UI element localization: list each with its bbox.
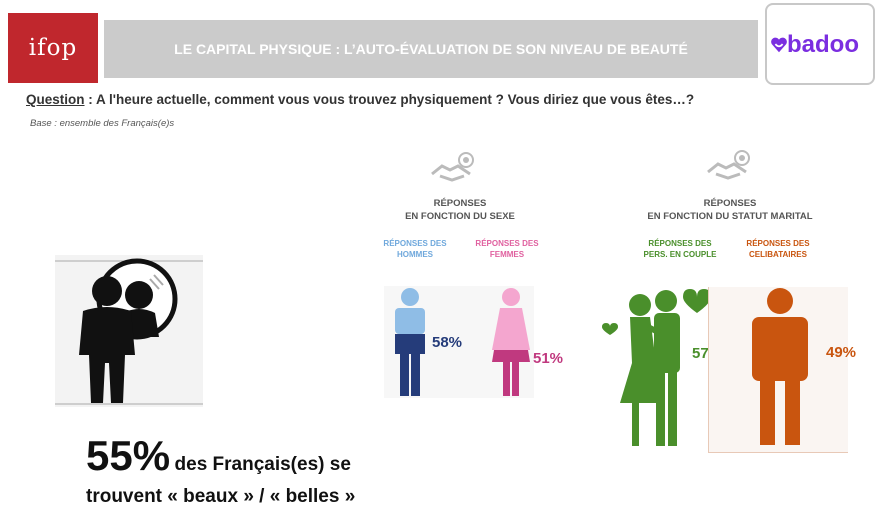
marital-title-line1: RÉPONSES — [703, 198, 757, 209]
single-label-line1: RÉPONSES DES — [746, 239, 810, 248]
couple-label-line1: RÉPONSES DES — [648, 239, 712, 248]
question: Question : A l'heure actuelle, comment v… — [26, 92, 694, 107]
base-note: Base : ensemble des Français(e)s — [30, 118, 175, 129]
sex-section-title: RÉPONSES EN FONCTION DU SEXE — [385, 197, 535, 223]
badoo-heart-icon — [771, 37, 787, 53]
couple-label-line2: PERS. EN COUPLE — [643, 250, 717, 259]
marital-section-title: RÉPONSES EN FONCTION DU STATUT MARITAL — [630, 197, 830, 223]
single-label-line2: CELIBATAIRES — [749, 250, 807, 259]
single-label: RÉPONSES DES CELIBATAIRES — [738, 238, 818, 260]
ifop-logo-text: ifop — [28, 35, 78, 61]
women-pct: 51% — [533, 350, 564, 367]
title-bar: LE CAPITAL PHYSIQUE : L’AUTO-ÉVALUATION … — [104, 20, 758, 78]
summary-text1: des Français(es) se — [174, 454, 351, 475]
woman-icon — [492, 288, 530, 396]
badoo-logo-text: badoo — [787, 31, 859, 58]
marital-title-line2: EN FONCTION DU STATUT MARITAL — [647, 211, 813, 222]
single-pct: 49% — [826, 344, 857, 361]
men-label-line2: HOMMES — [397, 250, 433, 259]
single-person-icon — [752, 288, 808, 445]
couple-icon — [602, 289, 711, 446]
couple-label: RÉPONSES DES PERS. EN COUPLE — [640, 238, 720, 260]
women-label-line2: FEMMES — [489, 250, 525, 259]
handshake-icon-2 — [707, 150, 750, 180]
summary-pct: 55% — [86, 432, 171, 479]
question-text: : A l'heure actuelle, comment vous vous … — [88, 92, 695, 107]
men-label-line1: RÉPONSES DES — [383, 239, 447, 248]
sex-title-line1: RÉPONSES — [433, 198, 487, 209]
badoo-logo: badoo — [765, 3, 875, 85]
summary-line1: 55% des Français(es) se — [86, 432, 351, 480]
handshake-icon — [431, 152, 474, 182]
men-label: RÉPONSES DES HOMMES — [380, 238, 450, 260]
women-label-line1: RÉPONSES DES — [475, 239, 539, 248]
summary-text2: trouvent « beaux » / « belles » — [86, 486, 356, 507]
man-icon — [395, 288, 425, 396]
sex-figures — [384, 286, 534, 398]
sex-title-line2: EN FONCTION DU SEXE — [405, 211, 515, 222]
mirror-person-icon — [55, 255, 203, 407]
women-label: RÉPONSES DES FEMMES — [472, 238, 542, 260]
ifop-logo: ifop — [8, 13, 98, 83]
page-title: LE CAPITAL PHYSIQUE : L’AUTO-ÉVALUATION … — [174, 41, 688, 57]
men-pct: 58% — [432, 334, 463, 351]
question-label: Question — [26, 92, 85, 107]
single-figure — [708, 287, 848, 453]
